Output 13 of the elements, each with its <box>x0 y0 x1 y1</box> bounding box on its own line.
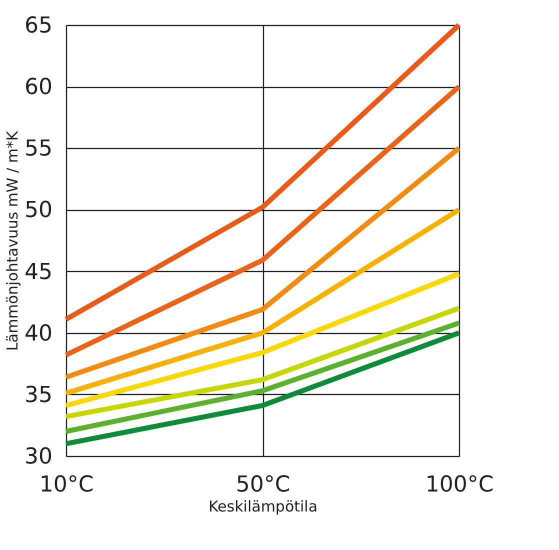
y-tick-label: 35 <box>24 382 52 408</box>
x-tick-label: 50°C <box>236 472 290 498</box>
y-tick-label: 45 <box>24 260 52 285</box>
y-tick-label: 65 <box>24 14 52 38</box>
y-tick-label: 55 <box>24 136 52 162</box>
y-tick-label: 30 <box>24 444 52 470</box>
x-tick-label: 100°C <box>425 472 494 498</box>
x-tick-label: 10°C <box>39 472 94 498</box>
y-tick-label: 50 <box>24 198 52 224</box>
x-axis-title: Keskilämpötila <box>208 498 318 516</box>
y-tick-label: 60 <box>24 75 52 100</box>
y-tick-label: 40 <box>24 321 52 346</box>
y-axis-title: Lämmönjohtavuus mW / m*K <box>4 130 22 351</box>
